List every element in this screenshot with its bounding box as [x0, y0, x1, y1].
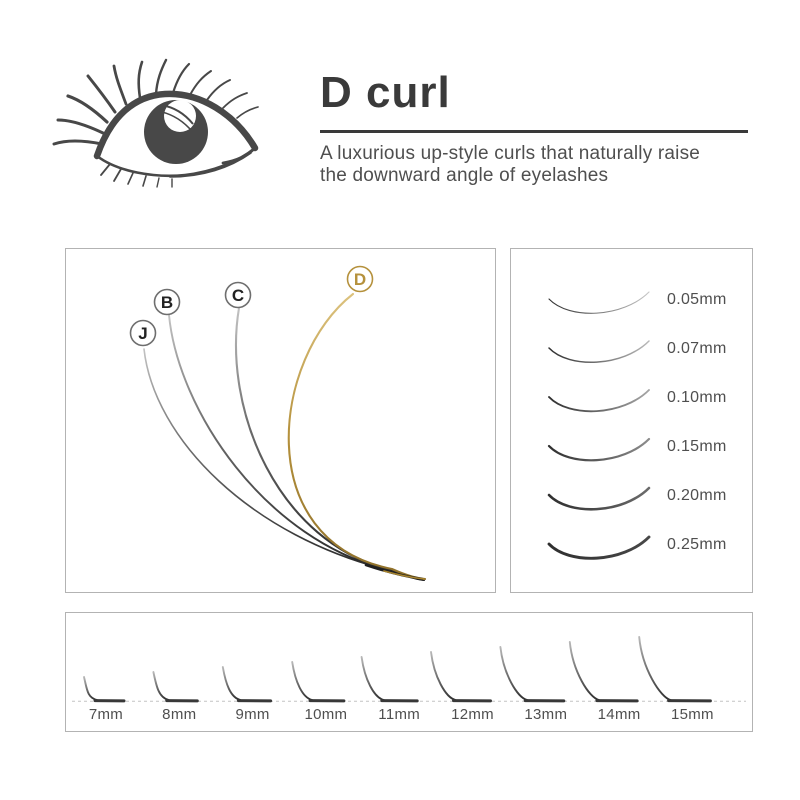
thickness-label: 0.10mm	[667, 389, 727, 406]
length-label: 15mm	[670, 706, 714, 723]
curl-styles-diagram: JB C D	[129, 265, 427, 582]
curl-curve-d	[287, 292, 427, 581]
eye-illustration	[52, 58, 259, 188]
length-label: 11mm	[378, 706, 421, 723]
curl-label-circle-d	[346, 265, 374, 293]
thickness-curve-005	[548, 291, 650, 314]
length-lash-11	[360, 656, 385, 701]
iris-highlight	[164, 100, 196, 132]
page-title: D curl	[320, 68, 451, 117]
length-diagram	[72, 636, 746, 703]
subtitle-line-2: the downward angle of eyelashes	[320, 165, 609, 186]
length-lash-9	[221, 666, 242, 701]
thickness-label: 0.20mm	[667, 487, 727, 504]
length-lash-8	[152, 671, 170, 701]
thickness-panel: 0.05mm 0.07mm 0.10mm 0.15mm 0.20mm 0.25mm	[510, 248, 753, 593]
length-lash-15	[638, 636, 672, 701]
curl-base-gold-tail	[383, 570, 425, 580]
curl-label-c: C	[232, 286, 244, 305]
curl-label-circle-j	[129, 319, 157, 347]
iris-reflection-line	[160, 104, 194, 125]
thickness-curve-010	[548, 389, 650, 413]
length-label: 10mm	[304, 706, 348, 723]
thickness-curve-015	[547, 437, 651, 462]
thickness-label: 0.15mm	[667, 438, 727, 455]
lower-lashes-icon	[100, 163, 173, 188]
thickness-curve-025	[547, 535, 651, 560]
length-label: 14mm	[597, 706, 641, 723]
upper-lashes-icon	[52, 58, 259, 146]
length-lash-14	[568, 641, 600, 701]
length-lash-13	[499, 646, 529, 701]
eye-lines	[52, 58, 259, 188]
upper-lid-line	[93, 90, 259, 160]
curl-curve-b	[168, 314, 425, 581]
curl-label-j: J	[138, 324, 147, 343]
curl-label-b: B	[161, 293, 173, 312]
subtitle: A luxurious up-style curls that naturall…	[320, 143, 700, 187]
thickness-diagram	[547, 291, 651, 560]
length-label: 7mm	[88, 706, 124, 723]
title-divider	[320, 130, 748, 133]
length-label: 13mm	[524, 706, 568, 723]
length-panel: 7mm 8mm 9mm 10mm 11mm 12mm 13mm 14mm 15mm	[65, 612, 753, 732]
length-label: 9mm	[235, 706, 270, 723]
subtitle-line-1: A luxurious up-style curls that naturall…	[320, 143, 701, 164]
thickness-curve-020	[547, 486, 651, 511]
curl-label-d: D	[354, 270, 366, 289]
iris-reflection-line-2	[156, 110, 191, 130]
length-label: 8mm	[162, 706, 197, 723]
curl-label-circle-c	[224, 281, 252, 309]
thickness-curve-007	[548, 340, 650, 364]
thickness-label: 0.07mm	[667, 340, 727, 357]
outer-corner-flick	[221, 146, 257, 165]
thickness-label: 0.05mm	[667, 291, 727, 308]
length-lash-12	[430, 651, 457, 701]
length-lash-7	[83, 676, 98, 701]
thickness-label: 0.25mm	[667, 536, 727, 553]
curl-label-circle-b	[153, 288, 181, 316]
length-label: 12mm	[451, 706, 494, 723]
length-lash-10	[291, 661, 314, 701]
